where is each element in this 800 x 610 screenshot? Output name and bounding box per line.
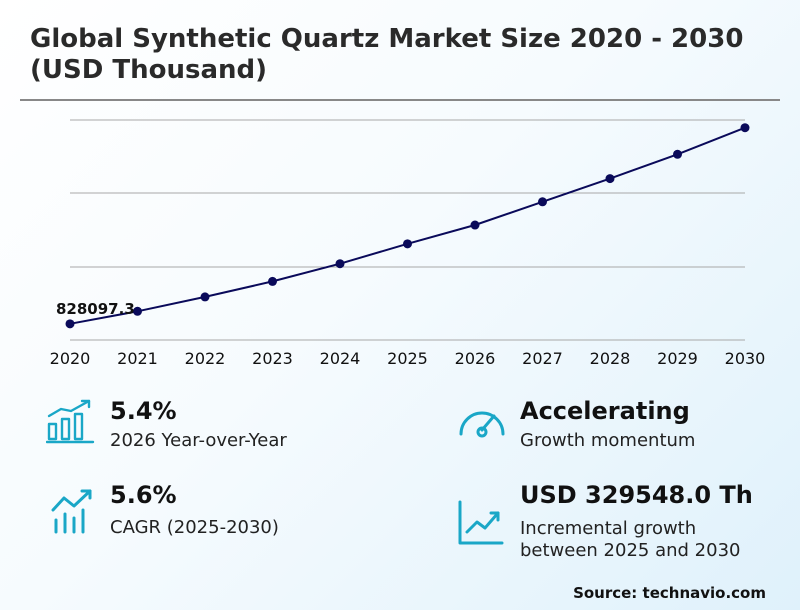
line-chart: 2020 2021 2022 2023 2024 2025 2026 2027 2028 2029… bbox=[50, 119, 766, 368]
chart-title: Global Synthetic Quartz Market Size 2020… bbox=[30, 24, 744, 85]
data-point-2023 bbox=[268, 276, 277, 286]
data-point-2022 bbox=[200, 292, 210, 302]
kpi-momentum-value: Accelerating bbox=[520, 397, 690, 425]
x-tick-label-2023: 2023 bbox=[252, 349, 293, 368]
data-point-2027 bbox=[538, 197, 547, 207]
x-tick-label-2020: 2020 bbox=[50, 349, 91, 368]
data-point-2025 bbox=[403, 239, 412, 249]
data-point-2028 bbox=[605, 174, 615, 184]
kpi-incremental-label-line1: Incremental growth bbox=[520, 518, 697, 539]
x-tick-label-2026: 2026 bbox=[455, 349, 496, 368]
kpi-incremental-value: USD 329548.0 Th bbox=[520, 481, 753, 509]
data-label-0: 828097.3 bbox=[56, 300, 135, 318]
kpi-yoy-value: 5.4% bbox=[110, 397, 177, 425]
data-point-2026 bbox=[470, 220, 480, 230]
data-point-2030 bbox=[740, 123, 750, 133]
x-tick-label-2028: 2028 bbox=[590, 349, 631, 368]
series-line-0 bbox=[69, 126, 746, 325]
kpi-yoy-label: 2026 Year-over-Year bbox=[110, 430, 287, 451]
trend-bars-icon bbox=[51, 489, 92, 534]
bar-growth-icon bbox=[46, 399, 95, 444]
kpi-momentum-label: Growth momentum bbox=[520, 430, 696, 451]
x-tick-label-2025: 2025 bbox=[387, 349, 428, 368]
kpi-cagr-value: 5.6% bbox=[110, 481, 177, 509]
kpi-cagr-label: CAGR (2025-2030) bbox=[110, 517, 279, 538]
title-divider bbox=[20, 99, 780, 101]
data-point-2020 bbox=[65, 319, 75, 329]
line-chart-icon bbox=[458, 500, 504, 545]
data-point-2029 bbox=[673, 149, 682, 159]
x-tick-label-2024: 2024 bbox=[320, 349, 361, 368]
speedometer-icon bbox=[459, 411, 505, 438]
data-point-2021 bbox=[133, 306, 142, 316]
source-credit: Source: technavio.com bbox=[573, 584, 766, 602]
data-point-2024 bbox=[335, 259, 345, 269]
x-tick-label-2021: 2021 bbox=[117, 349, 158, 368]
x-tick-label-2022: 2022 bbox=[185, 349, 226, 368]
kpi-incremental-label-line2: between 2025 and 2030 bbox=[520, 540, 741, 561]
x-tick-label-2029: 2029 bbox=[657, 349, 698, 368]
x-tick-label-2030: 2030 bbox=[725, 349, 766, 368]
x-tick-label-2027: 2027 bbox=[522, 349, 563, 368]
